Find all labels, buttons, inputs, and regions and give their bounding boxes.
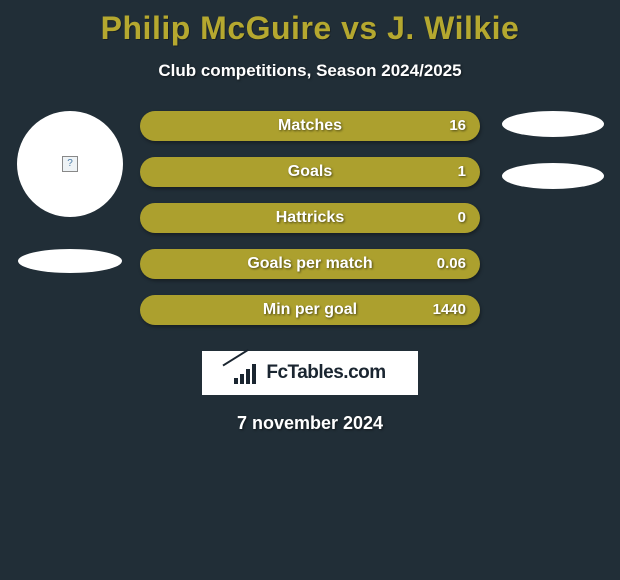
stat-row-goals-per-match: Goals per match 0.06	[140, 249, 480, 279]
comparison-subtitle: Club competitions, Season 2024/2025	[0, 61, 620, 81]
fctables-logo: FcTables.com	[202, 351, 418, 395]
player-left-column: ?	[6, 111, 134, 273]
stat-label: Matches	[140, 111, 480, 141]
stat-value: 1	[458, 157, 466, 187]
stat-value: 0.06	[437, 249, 466, 279]
player-left-shadow	[18, 249, 122, 273]
stat-value: 0	[458, 203, 466, 233]
stat-row-min-per-goal: Min per goal 1440	[140, 295, 480, 325]
player-right-shape-2	[502, 163, 604, 189]
comparison-title: Philip McGuire vs J. Wilkie	[0, 0, 620, 47]
stat-row-hattricks: Hattricks 0	[140, 203, 480, 233]
stat-row-matches: Matches 16	[140, 111, 480, 141]
missing-image-icon: ?	[62, 156, 78, 172]
snapshot-date: 7 november 2024	[0, 413, 620, 434]
player-right-shape-1	[502, 111, 604, 137]
logo-text: FcTables.com	[266, 362, 385, 384]
content-area: ? Matches 16 Goals 1 Hattricks 0 Goals p…	[0, 111, 620, 341]
logo-chart-icon	[234, 362, 260, 384]
stat-label: Min per goal	[140, 295, 480, 325]
player-right-column	[498, 111, 608, 189]
stat-row-goals: Goals 1	[140, 157, 480, 187]
stat-label: Hattricks	[140, 203, 480, 233]
stat-value: 1440	[433, 295, 466, 325]
player-left-avatar: ?	[17, 111, 123, 217]
stat-label: Goals per match	[140, 249, 480, 279]
stat-label: Goals	[140, 157, 480, 187]
stats-bars: Matches 16 Goals 1 Hattricks 0 Goals per…	[140, 111, 480, 341]
stat-value: 16	[449, 111, 466, 141]
